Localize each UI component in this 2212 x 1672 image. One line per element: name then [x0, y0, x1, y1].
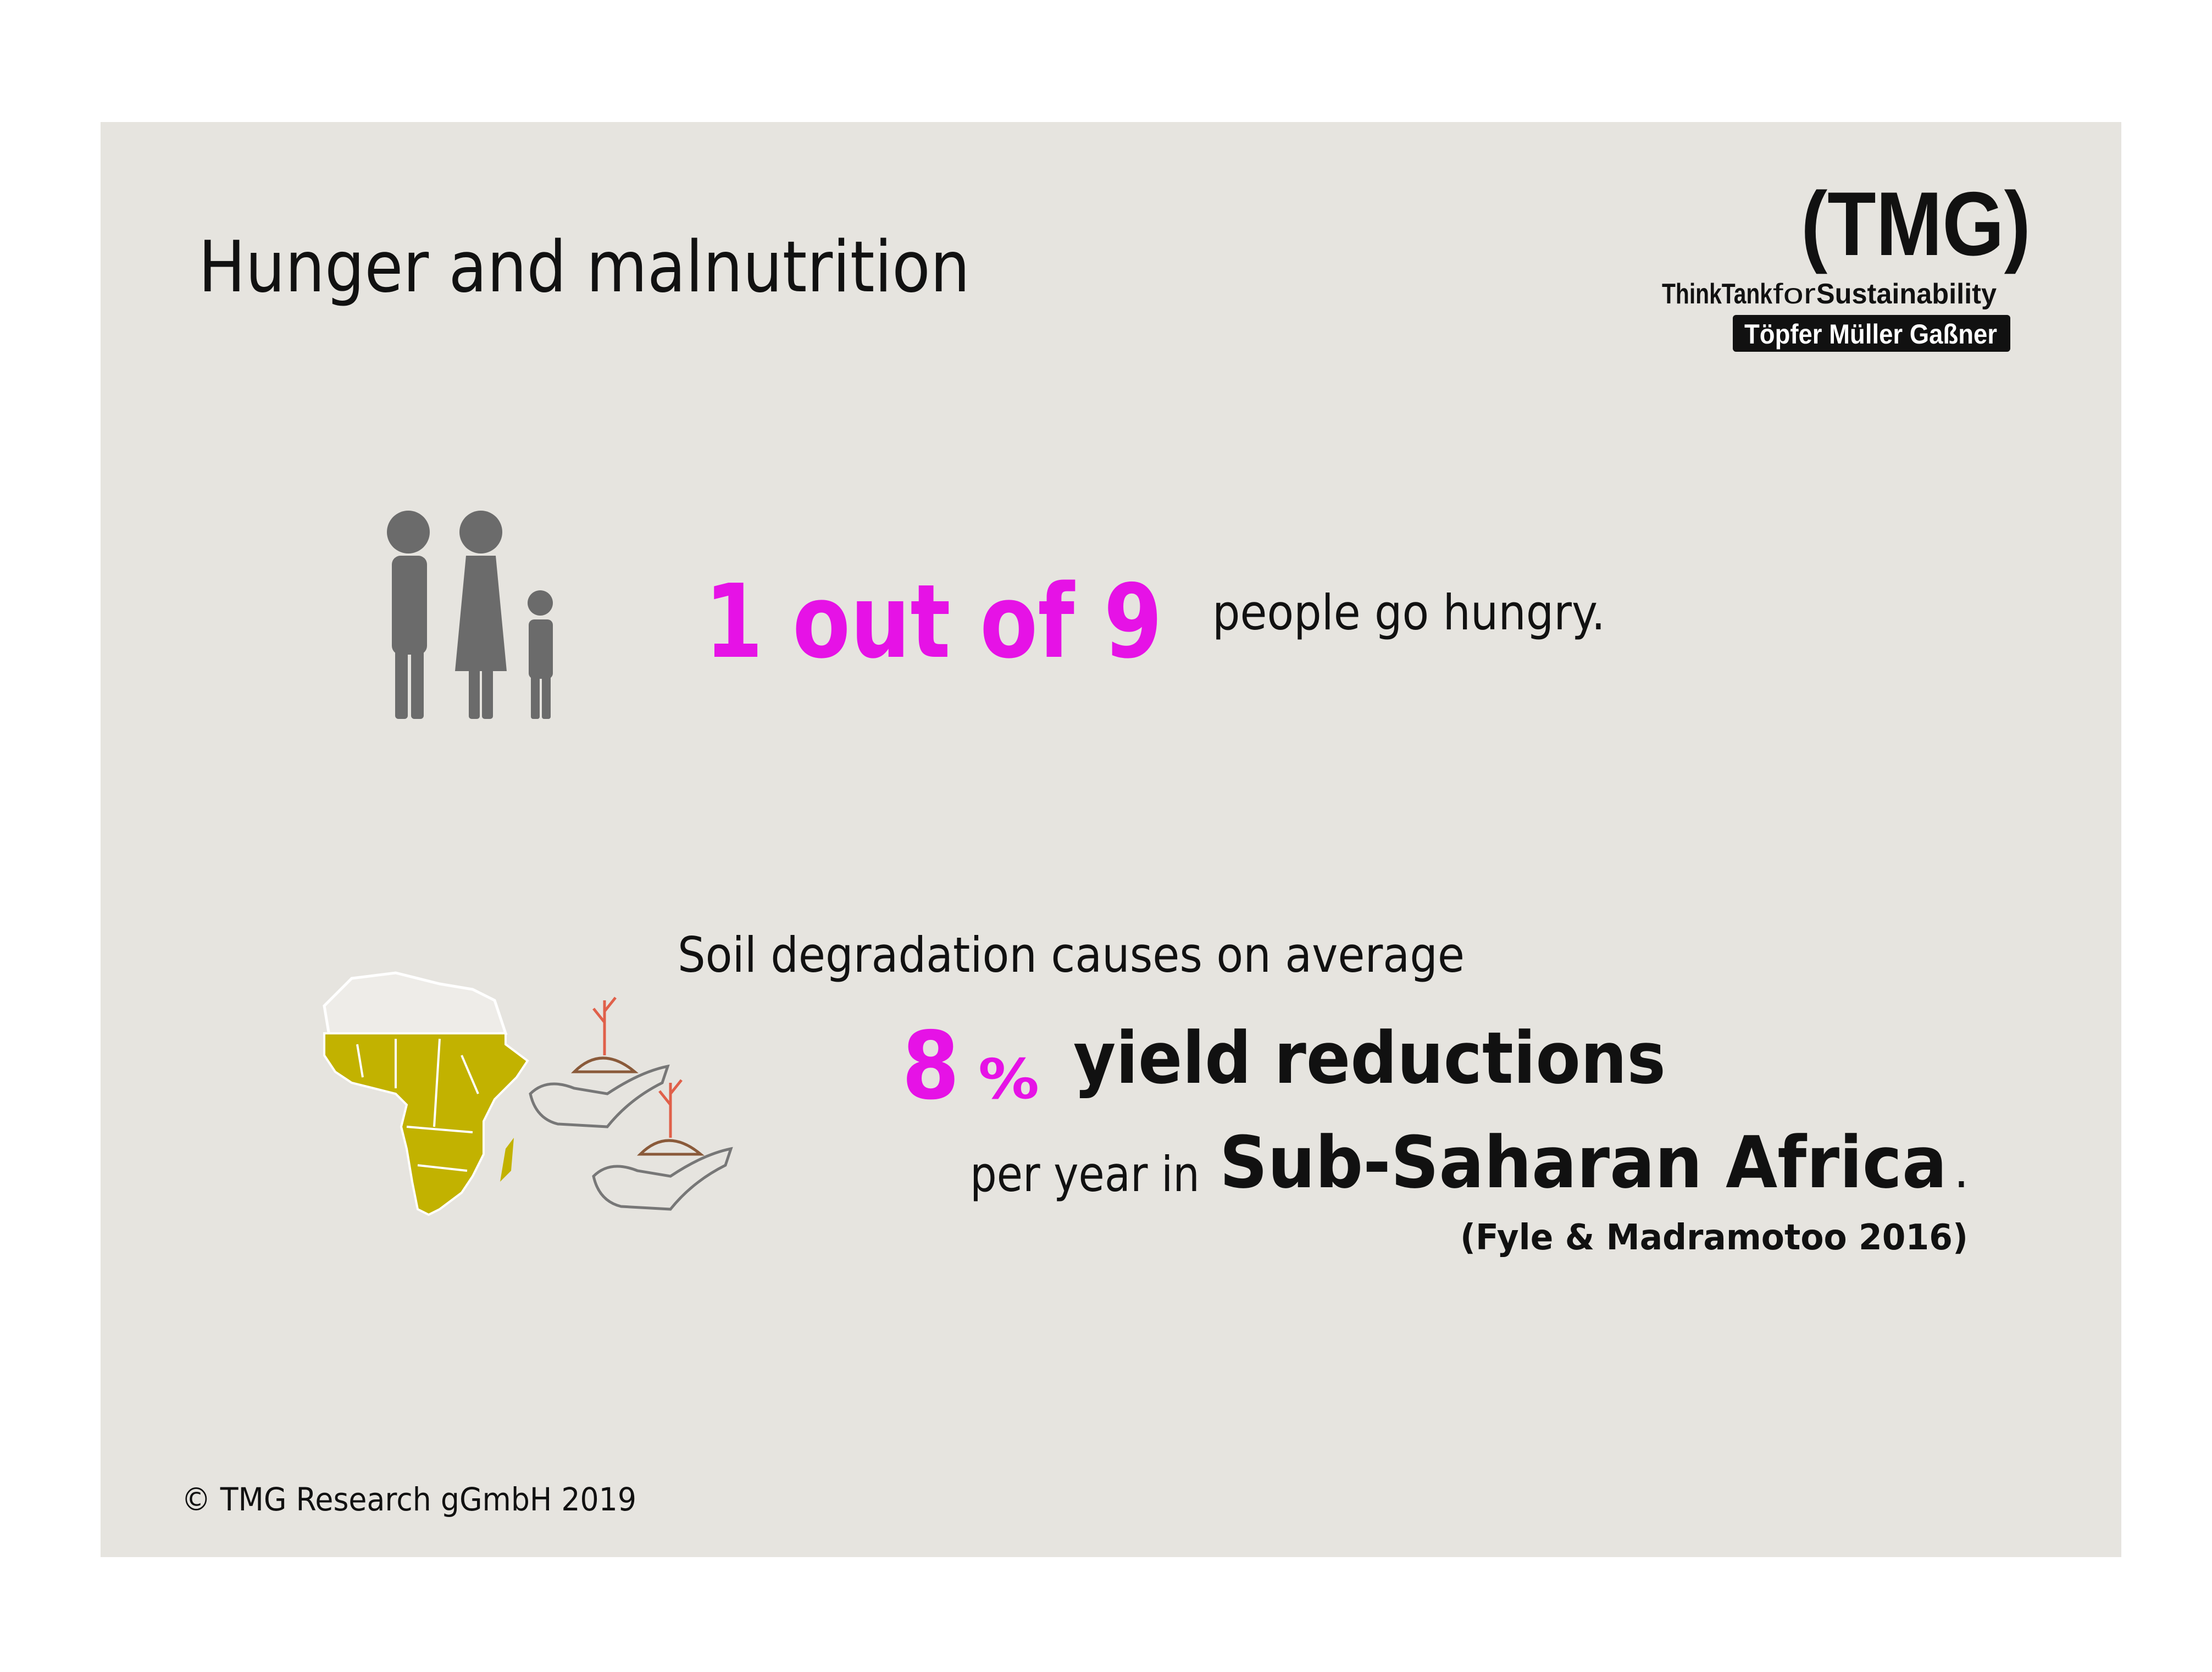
soil-unit: % [978, 1047, 1039, 1111]
title: Hunger and malnutrition [198, 226, 970, 308]
logo-box [1733, 315, 2010, 352]
hunger-highlight: 1 out of 9 [705, 562, 1162, 681]
soil-number: 8 [902, 1012, 960, 1121]
logo-tagline: for [1773, 278, 1816, 310]
copyright: © TMG Research gGmbH 2019 [181, 1481, 636, 1518]
people-icon [387, 511, 553, 719]
africa-map [323, 971, 529, 1216]
logo-founders: Töpfer Müller Gaßner [1744, 319, 1997, 350]
hands-icon [529, 996, 733, 1211]
hunger-text: people go hungry. [1212, 584, 1605, 641]
logo-tagline: Sustainability [1816, 278, 1997, 310]
source: (Fyle & Madramotoo 2016) [1460, 1217, 1968, 1258]
region-prefix: per year in [970, 1146, 1200, 1203]
soil-intro: Soil degradation causes on average [678, 927, 1465, 983]
soil-effect: yield reductions [1073, 1016, 1666, 1100]
region: Sub-Saharan Africa [1219, 1121, 1947, 1204]
logo-name: (TMG) [1801, 173, 2031, 274]
logo: (TMG) ThinkTank for Sustainability Töpfe… [1662, 173, 2031, 352]
logo-tagline: ThinkTank [1662, 278, 1772, 310]
period: . [1954, 1142, 1969, 1199]
panel [101, 122, 2121, 1557]
